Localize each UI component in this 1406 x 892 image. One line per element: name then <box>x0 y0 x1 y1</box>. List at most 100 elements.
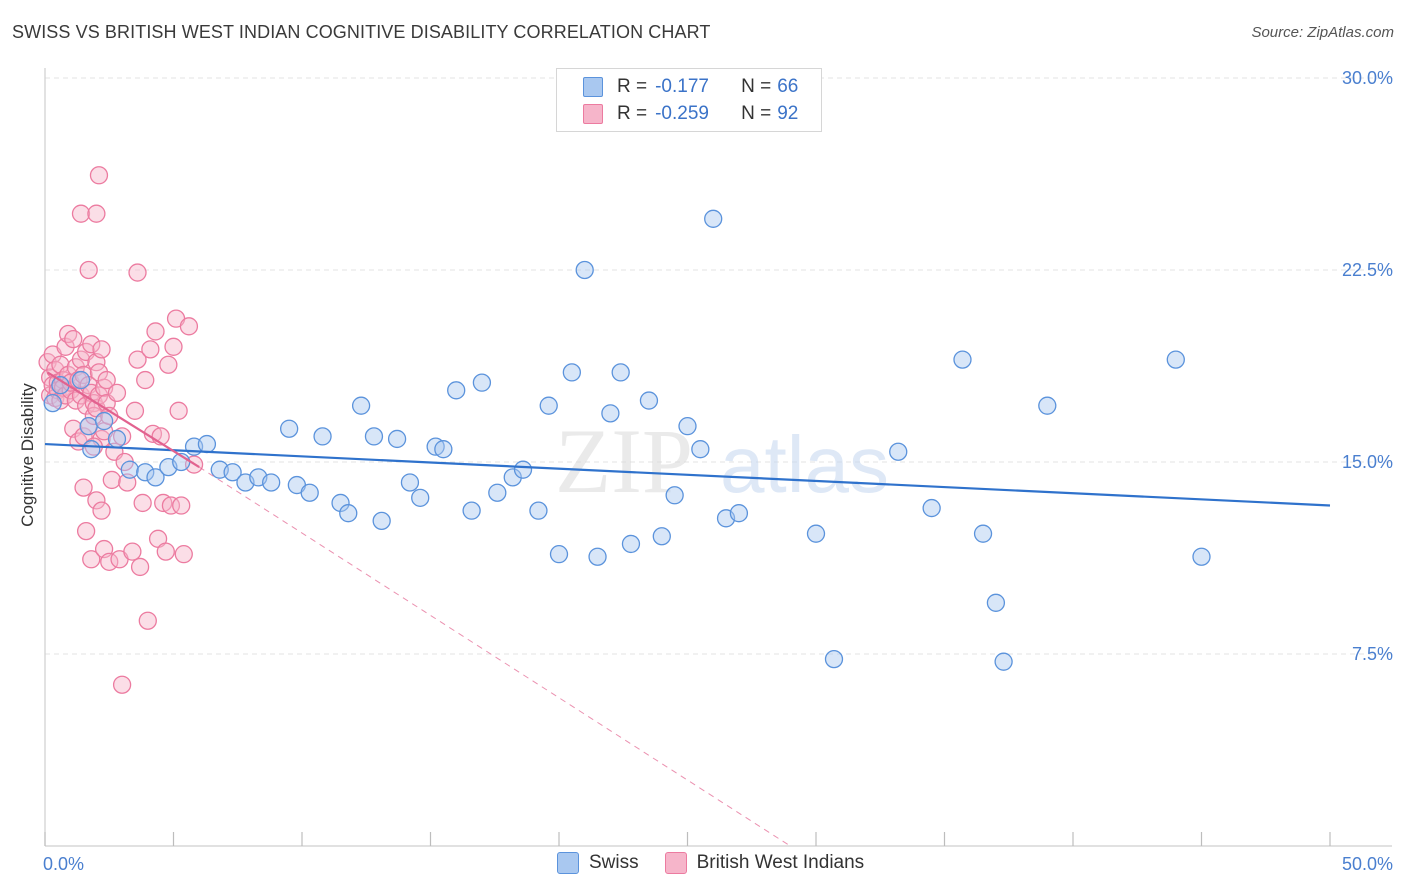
bwi-point <box>74 478 93 497</box>
bwi-point <box>97 370 116 390</box>
swiss-point <box>665 486 684 505</box>
swiss-point <box>462 501 481 520</box>
legend-swatch-bwi <box>583 104 603 124</box>
bwi-point <box>133 493 152 513</box>
chart-title: SWISS VS BRITISH WEST INDIAN COGNITIVE D… <box>12 22 711 42</box>
bwi-point <box>141 340 160 359</box>
swiss-point <box>351 396 371 415</box>
trend-lines <box>44 371 1331 847</box>
swiss-point <box>611 363 630 382</box>
swiss-point <box>300 483 319 502</box>
bwi-point <box>128 350 147 369</box>
bwi-point <box>89 166 109 185</box>
legend-n-label: N = <box>741 103 772 124</box>
bwi-trend-extension <box>198 466 791 847</box>
swiss-point <box>43 393 62 413</box>
y-axis-label: Cognitive Disability <box>18 383 37 527</box>
series-legend-swiss: Swiss <box>557 852 639 874</box>
bwi-point <box>130 557 150 577</box>
swiss-point <box>339 504 358 523</box>
legend-r-label: R = <box>617 103 648 124</box>
gridlines <box>45 77 1392 655</box>
legend-r-value-bwi: -0.259 <box>655 103 709 124</box>
series-legend-bwi-label: British West Indians <box>696 852 865 873</box>
legend: R = -0.177 N = 66 R = -0.259 N = 92 <box>556 68 822 132</box>
swiss-point <box>953 350 972 369</box>
legend-n-label: N = <box>741 76 772 97</box>
watermark-zip: ZIP <box>555 410 693 512</box>
swiss-point <box>889 442 908 461</box>
swiss-point <box>824 649 844 669</box>
x-tick-label: 50.0% <box>1342 854 1393 874</box>
bwi-point <box>71 204 91 223</box>
swiss-point <box>549 545 569 564</box>
bwi-point <box>87 491 106 510</box>
swiss-point <box>652 527 671 546</box>
swiss-point <box>223 463 242 482</box>
bwi-point <box>174 545 193 564</box>
bwi-point <box>112 675 132 694</box>
bwi-point <box>74 365 93 385</box>
bwi-point <box>58 324 78 344</box>
swiss-point <box>279 419 299 438</box>
bwi-point <box>76 521 96 541</box>
x-tick-label: 0.0% <box>43 854 84 874</box>
y-tick-label: 30.0% <box>1342 68 1393 88</box>
legend-swatch-swiss <box>583 77 603 97</box>
bwi-point <box>123 542 142 561</box>
swiss-point <box>146 468 165 487</box>
bwi-point <box>66 391 85 410</box>
swiss-point <box>621 534 641 554</box>
bwi-point <box>156 542 175 561</box>
bwi-point <box>164 337 183 356</box>
swiss-point <box>1166 350 1185 369</box>
swiss-point <box>973 524 993 543</box>
axes <box>44 68 1392 847</box>
series-legend-bwi: British West Indians <box>664 852 865 874</box>
bwi-point <box>87 204 106 223</box>
bwi-point <box>172 496 191 515</box>
bwi-point <box>79 260 98 280</box>
y-tick-labels: 7.5% 15.0% 22.5% 30.0% <box>1342 68 1393 664</box>
swiss-point <box>729 504 749 523</box>
swiss-point <box>372 511 391 531</box>
swiss-point <box>704 209 723 228</box>
series-legend: Swiss British West Indians <box>557 852 890 874</box>
legend-r-label: R = <box>617 76 648 97</box>
watermark-atlas: atlas <box>720 420 889 509</box>
bwi-point <box>102 470 121 490</box>
legend-n-value-bwi: 92 <box>777 103 799 124</box>
bwi-point <box>128 263 147 282</box>
series-swatch-swiss <box>557 852 579 874</box>
bwi-point <box>64 329 83 349</box>
swiss-point <box>922 498 941 518</box>
legend-r-value-swiss: -0.177 <box>655 76 709 97</box>
swiss-point <box>639 391 659 410</box>
swiss-point <box>447 381 466 400</box>
bwi-point <box>136 370 155 390</box>
bwi-point <box>107 383 127 403</box>
swiss-point <box>107 429 127 449</box>
swiss-point <box>472 373 492 392</box>
y-tick-label: 7.5% <box>1352 644 1393 664</box>
y-tick-label: 15.0% <box>1342 452 1393 472</box>
bwi-point <box>138 611 157 630</box>
swiss-point <box>71 370 91 390</box>
bwi-point <box>125 401 145 420</box>
swiss-point <box>136 463 155 482</box>
swiss-point <box>434 440 453 459</box>
swiss-point <box>575 260 594 280</box>
bwi-point <box>161 496 181 515</box>
swiss-point <box>79 417 98 436</box>
swiss-point <box>94 411 114 431</box>
series-legend-swiss-label: Swiss <box>589 852 639 873</box>
x-tick-labels: 0.0% 50.0% <box>43 854 1393 874</box>
bwi-point <box>146 322 165 341</box>
swiss-point <box>806 524 826 543</box>
bwi-point <box>92 501 111 520</box>
swiss-point <box>400 473 420 492</box>
bwi-point <box>92 340 111 359</box>
swiss-point <box>601 404 620 423</box>
bwi-point <box>159 355 178 374</box>
